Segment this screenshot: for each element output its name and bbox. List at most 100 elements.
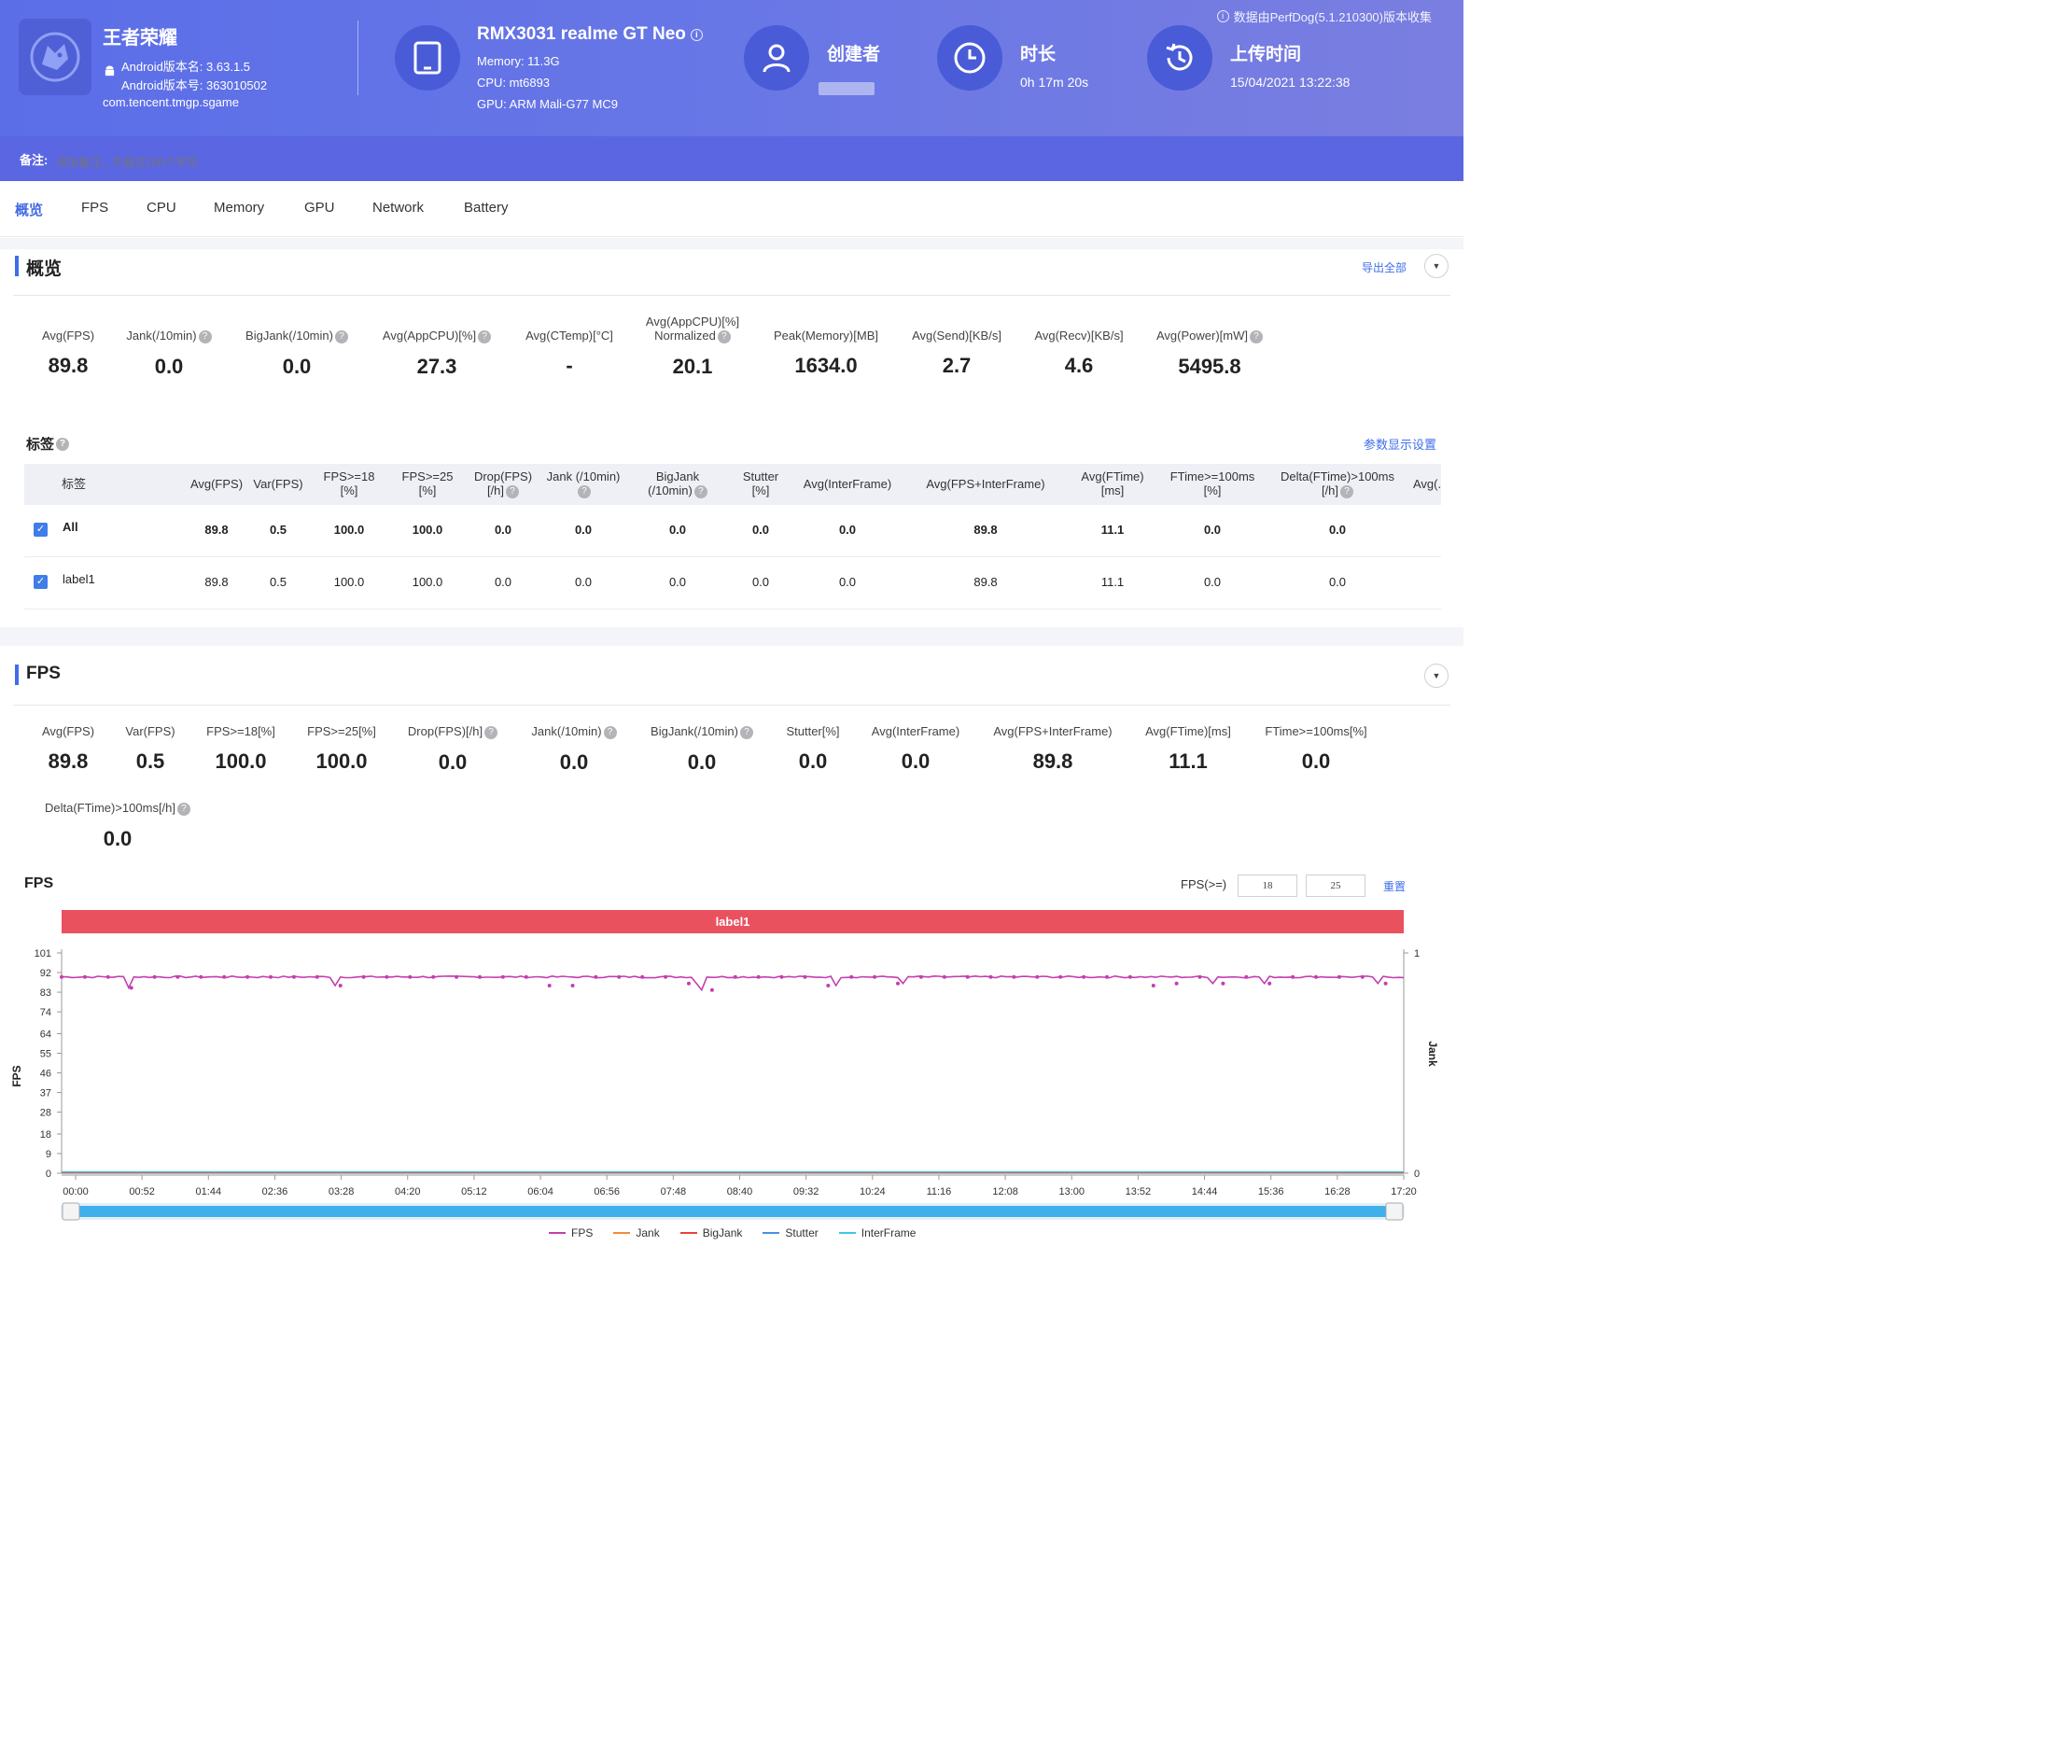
stat-value: 11.1 [1169,749,1208,773]
legend-item[interactable]: FPS [549,1226,593,1239]
display-settings-link[interactable]: 参数显示设置 [1364,438,1437,452]
help-icon[interactable]: ? [177,802,191,816]
tab-gpu[interactable]: GPU [304,200,335,216]
stat-label-text: Avg(FPS) [41,724,95,738]
stat-label: Avg(Send)[KB/s] [873,329,1041,343]
help-icon[interactable]: ? [739,725,753,739]
stat-label-text: Jank(/10min) [126,329,197,343]
fps-point [1012,974,1016,979]
help-icon[interactable]: ? [717,329,731,343]
reset-link[interactable]: 重置 [1383,880,1407,893]
fps-point [803,974,807,979]
legend-item[interactable]: Jank [613,1226,660,1239]
help-icon[interactable]: ? [603,725,617,739]
legend-label: InterFrame [861,1226,917,1239]
help-icon[interactable]: ? [198,329,212,343]
help-icon[interactable]: ? [478,329,492,343]
stat-value: 0.0 [1301,749,1331,773]
help-icon[interactable]: ? [578,484,591,498]
tab-battery[interactable]: Battery [464,200,509,216]
note-input[interactable] [56,152,336,173]
row-checkbox[interactable]: ✓ [34,523,48,537]
help-icon[interactable]: ? [56,437,70,451]
table-cell: 100.0 [412,575,443,589]
legend-item[interactable]: BigJank [679,1226,742,1239]
fps-threshold-input-1[interactable] [1238,875,1297,897]
help-icon[interactable]: ? [1250,329,1263,343]
help-icon[interactable]: ? [484,725,498,739]
help-icon[interactable]: ? [334,329,348,343]
stat-value: 0.0 [154,354,184,378]
fps-point [60,974,63,979]
tab-overview[interactable]: 概览 [15,203,44,218]
table-cell: 89.8 [973,523,998,537]
x-tick-label: 16:28 [1324,1186,1351,1197]
stat-label-text: Peak(Memory)[MB] [774,329,878,343]
table-cell: 89.8 [973,575,998,589]
y-tick-label: 18 [40,1129,51,1141]
stat-label-text: BigJank(/10min) [651,724,738,738]
stat-label-text: Avg(FPS) [41,329,95,343]
row-checkbox[interactable]: ✓ [34,575,48,589]
stat-value: 0.0 [559,749,589,774]
fps-section-title: FPS [26,664,61,683]
table-column-header: Drop(FPS) [/h]? [438,469,568,498]
device-info-icon[interactable]: i [690,28,703,41]
fps-point [1151,984,1155,987]
zoom-slider-handle-left[interactable] [62,1202,80,1221]
table-column-header: Avg(FPS+InterFrame) [920,477,1051,491]
label-segment-bar[interactable]: label1 [62,910,1404,933]
perfdog-notice: i 数据由PerfDog(5.1.210300)版本收集 [1216,7,1432,25]
tab-network[interactable]: Network [372,200,425,216]
tab-cpu[interactable]: CPU [147,200,176,216]
tab-memory[interactable]: Memory [214,200,265,216]
table-cell: 0.0 [574,575,593,589]
help-icon[interactable]: ? [506,484,520,498]
column-label: FPS>=18 [%] [323,469,375,497]
duration-value: 0h 17m 20s [1020,75,1089,90]
stat-value: 89.8 [48,354,89,377]
stat-value: 2.7 [942,354,972,377]
zoom-slider-handle-right[interactable] [1385,1202,1404,1221]
section-gap [0,627,1463,646]
fps-point [1197,974,1202,979]
fps-stat: Var(FPS) 0.5 [66,724,234,774]
fps-point [315,974,319,979]
fps-point [664,974,668,979]
help-icon[interactable]: ? [1340,484,1354,498]
x-tick-label: 08:40 [727,1186,753,1197]
stat-value: 0.0 [798,749,828,773]
app-version-name: Android版本名: 3.63.1.5 [121,60,251,74]
note-label: 备注: [20,153,49,167]
table-cell: 11.1 [1100,523,1125,537]
x-tick-label: 17:20 [1391,1186,1417,1197]
stat-label: BigJank(/10min)? [213,329,381,343]
fps-collapse-button[interactable]: ▼ [1424,664,1449,688]
stat-label-text: Avg(Recv)[KB/s] [1034,329,1124,343]
legend-item[interactable]: Stutter [763,1226,819,1239]
fps-point [709,987,714,992]
fps-threshold-input-2[interactable] [1306,875,1365,897]
fps-point [385,974,389,979]
table-cell: 0.0 [751,523,770,537]
x-tick-label: 05:12 [461,1186,487,1197]
overview-collapse-button[interactable]: ▼ [1424,254,1449,278]
fps-point [478,974,482,979]
tab-fps[interactable]: FPS [81,200,109,216]
table-cell: 89.8 [204,575,229,589]
x-tick-label: 01:44 [196,1186,222,1197]
fps-stat: FPS>=25[%] 100.0 [258,724,426,774]
stat-value: 4.6 [1064,354,1094,377]
x-tick-label: 07:48 [661,1186,687,1197]
fps-point [1127,974,1132,979]
app-name: 王者荣耀 [103,28,177,49]
fps-point [1383,981,1388,986]
export-all-link[interactable]: 导出全部 [1362,261,1407,274]
y2-tick-label: 1 [1414,948,1420,959]
stat-value: 5495.8 [1178,354,1241,378]
help-icon[interactable]: ? [693,484,707,498]
legend-item[interactable]: InterFrame [838,1226,917,1239]
stat-label-text: Avg(AppCPU)[%] [645,315,740,329]
x-tick-label: 02:36 [262,1186,288,1197]
fps-point [1360,974,1365,979]
